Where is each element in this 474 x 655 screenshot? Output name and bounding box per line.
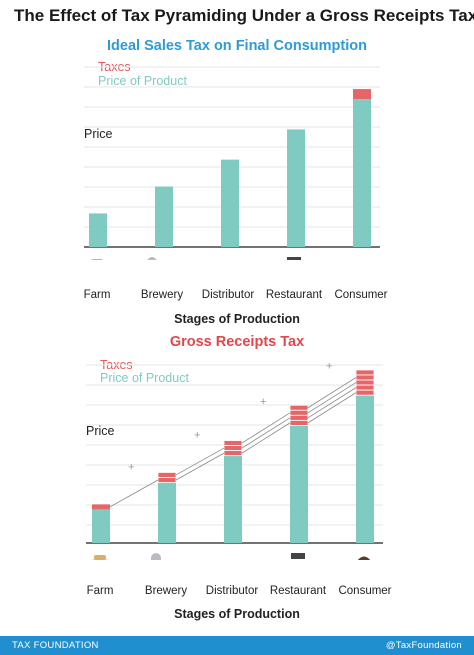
bar-storefront-icon [287, 257, 301, 260]
bar-price-consumer [353, 99, 371, 247]
pyramiding-connector [307, 377, 357, 409]
bar-price-brewery [155, 186, 173, 247]
bar-tax-brewery-layer-1 [157, 472, 177, 478]
bar-tax-restaurant-layer-3 [289, 414, 309, 421]
stage-icons [92, 553, 371, 560]
pyramiding-connector [241, 417, 291, 449]
chart-1-tick-distributor: Distributor [201, 289, 255, 301]
bar-tax-brewery-layer-2 [157, 477, 177, 483]
chart-1-plot [84, 66, 380, 260]
wheat-sack-icon [92, 555, 108, 560]
footer-bar: TAX FOUNDATION @TaxFoundation [0, 636, 474, 655]
bar-price-restaurant [287, 129, 305, 247]
bar-tax-distributor-layer-2 [223, 445, 243, 451]
chart-1-y-label: Price [84, 127, 113, 141]
pyramiding-connector [307, 382, 357, 414]
chart-2-tick-distributor: Distributor [205, 585, 259, 597]
chart-1-tick-brewery: Brewery [140, 289, 184, 301]
bar-tax-consumer-layer-1 [355, 369, 375, 376]
pyramiding-connector [307, 387, 357, 419]
pyramiding-connector [307, 392, 357, 424]
consumer-person-icon [357, 556, 371, 560]
bar-tax-consumer [353, 89, 371, 100]
bar-tax-distributor-layer-3 [223, 450, 243, 457]
chart-2-x-label: Stages of Production [174, 607, 300, 621]
annotation-plus: + [326, 361, 332, 373]
bar-tax-restaurant-layer-1 [289, 404, 309, 411]
pyramiding-connector [109, 479, 159, 508]
pyramiding-connector [175, 447, 225, 476]
bar-tax-distributor-layer-1 [223, 440, 243, 446]
bar-price-farm [92, 509, 110, 543]
chart-2-legend-price: Price of Product [100, 371, 189, 385]
bar-price-consumer [356, 395, 374, 543]
chart-2-title: Gross Receipts Tax [169, 334, 305, 350]
chart-2-tick-brewery: Brewery [144, 585, 188, 597]
annotation-plus: + [128, 461, 134, 473]
chart-1-title: Ideal Sales Tax on Final Consumption [107, 38, 367, 54]
annotation-plus: + [260, 396, 266, 408]
bar-price-restaurant [290, 425, 308, 543]
main-title: The Effect of Tax Pyramiding Under a Gro… [14, 6, 474, 25]
bar-tax-consumer-layer-3 [355, 379, 375, 386]
chart-1-x-label: Stages of Production [174, 312, 300, 326]
bar-tax-consumer-layer-4 [355, 384, 375, 391]
bar-tax-restaurant-layer-4 [289, 419, 309, 426]
chart-2-tick-consumer: Consumer [338, 585, 392, 597]
bar-price-distributor [221, 159, 239, 247]
footer-handle[interactable]: @TaxFoundation [385, 640, 462, 651]
pyramiding-connector [241, 412, 291, 444]
chart-1-legend-price: Price of Product [98, 74, 187, 88]
bar-price-brewery [158, 482, 176, 543]
plot-area [84, 66, 380, 248]
pyramiding-connector [175, 452, 225, 481]
annotation-plus: + [194, 429, 200, 441]
brewery-icon [147, 257, 157, 260]
chart-2-plot: + + + + [86, 361, 383, 560]
pyramiding-connector [241, 422, 291, 454]
bar-tax-restaurant-layer-2 [289, 409, 309, 416]
brewery-icon [151, 553, 161, 560]
bar-tax-consumer-layer-5 [355, 389, 375, 396]
bar-tax-consumer-layer-2 [355, 374, 375, 381]
plot-area: + + + + [86, 361, 383, 544]
chart-1-tick-consumer: Consumer [334, 289, 388, 301]
bar-storefront-icon [291, 553, 305, 559]
bar-price-distributor [224, 455, 242, 543]
stage-icons [91, 257, 301, 260]
wheat-sack-icon [91, 259, 103, 260]
chart-2-tick-restaurant: Restaurant [269, 585, 327, 597]
footer-brand: TAX FOUNDATION [12, 640, 99, 651]
bar-tax-farm [92, 504, 110, 510]
chart-2-tick-farm: Farm [86, 585, 114, 597]
bar-price-farm [89, 213, 107, 247]
chart-1-tick-restaurant: Restaurant [265, 289, 323, 301]
chart-1-tick-farm: Farm [83, 289, 111, 301]
chart-2-y-label: Price [86, 424, 115, 438]
